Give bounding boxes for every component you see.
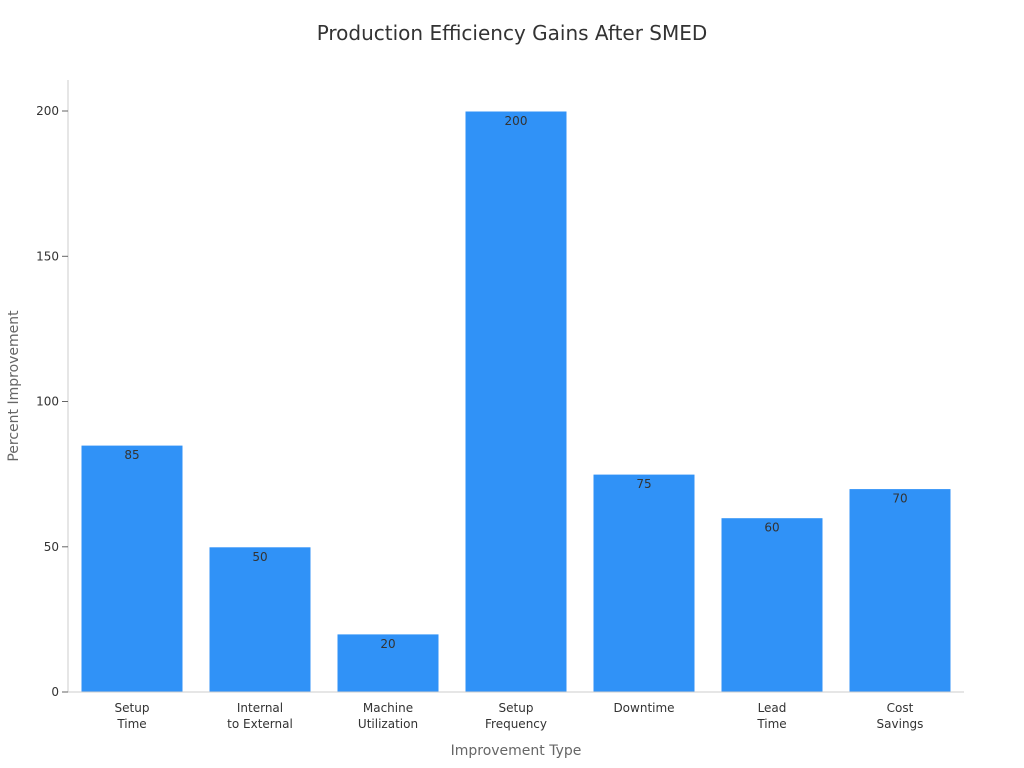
bar-3: [464, 110, 568, 693]
bar-2: [336, 633, 440, 693]
chart-title: Production Efficiency Gains After SMED: [317, 21, 708, 45]
data-label-5: 60: [764, 521, 779, 535]
data-labels-layer: 85 50 20 200 75 60 70: [124, 114, 907, 651]
bar-4: [592, 473, 696, 693]
x-tick-label-3: Setup Frequency: [485, 701, 547, 731]
y-tick-label-3: 150: [36, 249, 59, 263]
x-tick-label-4: Downtime: [613, 701, 674, 715]
x-tick-label-0: Setup Time: [115, 701, 150, 731]
y-tick-label-4: 200: [36, 104, 59, 118]
bar-1: [208, 546, 312, 693]
data-label-1: 50: [252, 550, 267, 564]
data-label-6: 70: [892, 492, 907, 506]
bar-5: [720, 517, 824, 693]
data-label-0: 85: [124, 448, 139, 462]
y-tick-label-2: 100: [36, 395, 59, 409]
bar-6: [848, 488, 952, 693]
x-tick-label-1: Internal to External: [227, 701, 293, 731]
x-tick-label-2: Machine Utilization: [358, 701, 418, 731]
bar-0: [80, 444, 184, 693]
data-label-2: 20: [380, 637, 395, 651]
x-tick-label-5: Lead Time: [756, 701, 786, 731]
x-ticks-layer: Setup Time Internal to External Machine Utili…: [115, 701, 924, 731]
x-axis-label: Improvement Type: [451, 743, 582, 759]
y-tick-label-0: 0: [51, 685, 59, 699]
data-label-3: 200: [505, 114, 528, 128]
y-tick-label-1: 50: [44, 540, 59, 554]
x-tick-label-6: Cost Savings: [877, 701, 924, 731]
data-label-4: 75: [636, 477, 651, 491]
y-ticks-layer: 0 50 100 150 200: [36, 104, 68, 699]
bars-layer: [80, 110, 952, 693]
y-axis-label: Percent Improvement: [6, 310, 22, 462]
